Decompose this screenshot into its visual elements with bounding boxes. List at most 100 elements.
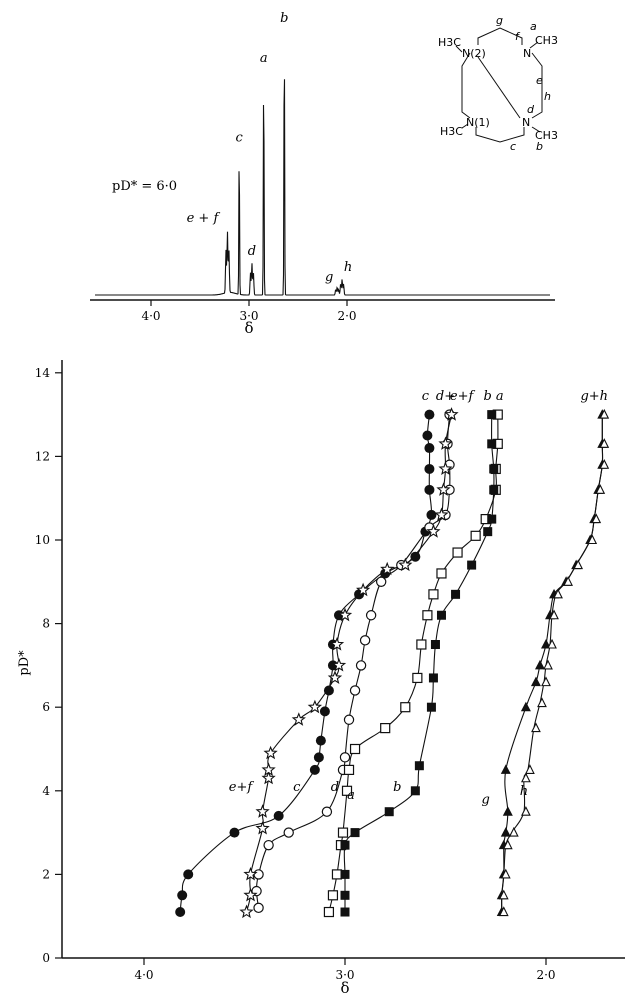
- data-point-a: [428, 589, 439, 600]
- spectrum-condition-label: pD* = 6·0: [112, 179, 177, 194]
- spectrum-peak-label: e + f: [187, 211, 221, 226]
- data-point-a: [341, 785, 353, 796]
- curve-label: d: [331, 780, 339, 795]
- data-point-a: [422, 610, 433, 621]
- data-point-g: [534, 659, 545, 670]
- data-point-d: [263, 839, 274, 851]
- data-point-c: [319, 706, 330, 717]
- data-point-b: [410, 786, 420, 796]
- structure-label: N: [522, 116, 530, 129]
- data-point-g: [500, 827, 511, 837]
- structure-label: e: [536, 74, 543, 87]
- data-point-c: [175, 907, 186, 918]
- data-point-c: [424, 484, 435, 495]
- spectrum-tick-label: 3·0: [239, 309, 258, 323]
- data-point-h: [595, 484, 606, 494]
- structure-label: H3C: [440, 125, 463, 138]
- data-point-c: [313, 752, 324, 763]
- structure-label: N(1): [466, 116, 490, 129]
- data-point-ef: [255, 820, 270, 835]
- data-point-b: [428, 673, 438, 683]
- data-point-b: [487, 514, 497, 524]
- curve-label: h: [520, 784, 528, 799]
- data-point-ef: [426, 524, 441, 538]
- data-point-a: [331, 869, 343, 880]
- data-point-ef: [255, 804, 270, 818]
- macrocycle-structure: H3C N(2) N CH3 H3C N(1) N CH3 a b c d e …: [438, 14, 558, 153]
- structure-label: CH3: [535, 129, 558, 142]
- data-point-h: [541, 676, 551, 687]
- data-point-h: [553, 588, 563, 599]
- data-point-a: [380, 722, 391, 734]
- data-point-g: [530, 676, 541, 687]
- data-point-d: [355, 660, 367, 671]
- data-point-a: [337, 827, 349, 838]
- plot-y-tick-label: 4: [42, 784, 50, 798]
- top-series-label: d+: [436, 389, 455, 404]
- data-point-d: [253, 902, 264, 914]
- data-point-h: [587, 534, 598, 545]
- data-point-ef: [263, 745, 278, 760]
- data-point-b: [340, 840, 350, 850]
- data-point-b: [340, 907, 350, 917]
- data-point-g: [502, 806, 513, 816]
- data-point-ef: [239, 904, 254, 919]
- data-point-ef: [380, 561, 395, 576]
- data-point-b: [483, 527, 493, 537]
- data-point-h: [502, 839, 513, 850]
- data-point-a: [416, 639, 427, 650]
- data-point-h: [599, 438, 610, 448]
- plot-y-tick-label: 10: [35, 533, 50, 547]
- data-point-c: [177, 890, 188, 901]
- data-point-h: [508, 826, 519, 837]
- curve-label: b: [393, 780, 401, 795]
- plot-y-tick-label: 2: [42, 867, 50, 881]
- plot-x-label: δ: [340, 979, 349, 997]
- curve-label: e+f: [229, 780, 255, 795]
- plot-x-tick-label: 4·0: [134, 968, 153, 982]
- spectrum-peak-label: h: [344, 260, 352, 275]
- series-curve-a: [328, 414, 499, 913]
- spectrum-ticks: 4·0 3·0 2·0: [141, 300, 357, 323]
- structure-label: a: [530, 20, 537, 33]
- data-point-a: [343, 764, 355, 776]
- data-point-b: [340, 869, 350, 879]
- data-point-h: [549, 609, 559, 620]
- data-point-b: [489, 485, 499, 495]
- plot-x-tick-label: 3·0: [335, 968, 354, 982]
- plot-y-tick-label: 8: [42, 617, 50, 631]
- data-point-ef: [307, 699, 323, 714]
- structure-bond: [477, 56, 521, 119]
- data-point-b: [489, 464, 499, 474]
- structure-label: N: [523, 47, 531, 60]
- curve-label: g: [482, 792, 490, 807]
- data-point-b: [340, 890, 350, 900]
- data-point-d: [359, 635, 371, 646]
- plot-ticks: 4·0 3·0 2·0 0 2 4 6 8 10 12 14: [35, 366, 556, 982]
- spectrum-tick-label: 2·0: [337, 309, 356, 323]
- data-point-b: [384, 807, 394, 817]
- spectrum-peak-label: c: [236, 130, 244, 145]
- data-point-b: [467, 560, 477, 570]
- data-point-ef: [243, 887, 258, 902]
- data-point-ef: [331, 657, 347, 672]
- data-point-ef: [434, 507, 449, 522]
- structure-bond: [529, 41, 539, 49]
- top-series-label: e+f: [450, 389, 476, 404]
- structure-label: CH3: [535, 34, 558, 47]
- data-point-ef: [444, 407, 459, 421]
- structure-bond: [461, 123, 469, 129]
- structure-label: N(2): [462, 47, 486, 60]
- series-curve-g: [501, 414, 604, 913]
- data-point-ef: [438, 436, 453, 450]
- data-point-h: [525, 764, 535, 774]
- data-point-h: [498, 889, 509, 900]
- data-point-b: [487, 410, 497, 420]
- data-point-b: [436, 610, 446, 620]
- plot-y-label: pD*: [17, 650, 32, 676]
- plot-y-tick-label: 14: [35, 366, 51, 380]
- data-point-h: [547, 638, 557, 649]
- top-series-label: a: [496, 389, 504, 404]
